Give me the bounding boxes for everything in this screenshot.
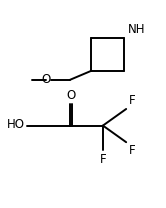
Text: F: F	[129, 144, 135, 157]
Text: NH: NH	[128, 23, 145, 36]
Text: O: O	[41, 73, 51, 86]
Text: HO: HO	[7, 118, 25, 131]
Text: F: F	[129, 94, 135, 107]
Text: F: F	[100, 153, 106, 166]
Text: O: O	[66, 89, 76, 102]
